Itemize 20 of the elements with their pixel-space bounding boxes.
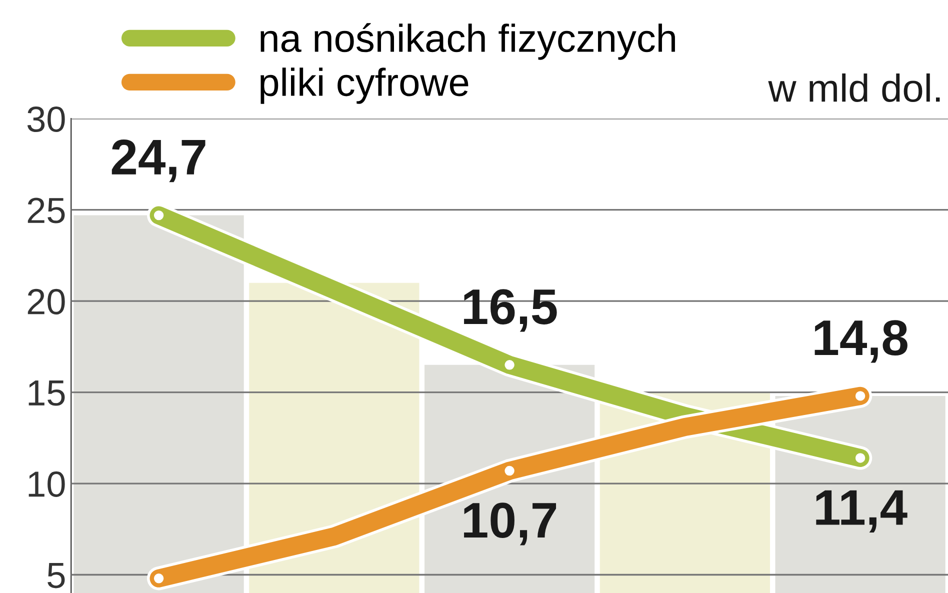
data-label: 14,8 bbox=[814, 320, 908, 363]
point bbox=[854, 390, 867, 402]
data-label: 11,4 bbox=[816, 490, 908, 533]
data-label: 16,5 bbox=[464, 289, 557, 332]
y-tick-label: 25 bbox=[28, 198, 65, 224]
point bbox=[152, 209, 166, 222]
data-label: 10,7 bbox=[464, 502, 556, 546]
data-label: 24,7 bbox=[112, 139, 206, 182]
y-tick-label: 5 bbox=[48, 562, 65, 588]
y-tick-label: 30 bbox=[27, 106, 65, 132]
legend-label: pliki cyfrowe bbox=[260, 68, 468, 104]
y-tick-label: 10 bbox=[28, 471, 65, 497]
point bbox=[503, 358, 516, 372]
legend-label: na nośnikach fizycznych bbox=[260, 23, 675, 60]
y-tick-label: 15 bbox=[28, 380, 65, 406]
y-tick-label: 20 bbox=[28, 288, 65, 314]
text: w mld dol. bbox=[768, 73, 940, 102]
point bbox=[152, 572, 166, 585]
point bbox=[503, 464, 516, 477]
point bbox=[854, 452, 867, 464]
